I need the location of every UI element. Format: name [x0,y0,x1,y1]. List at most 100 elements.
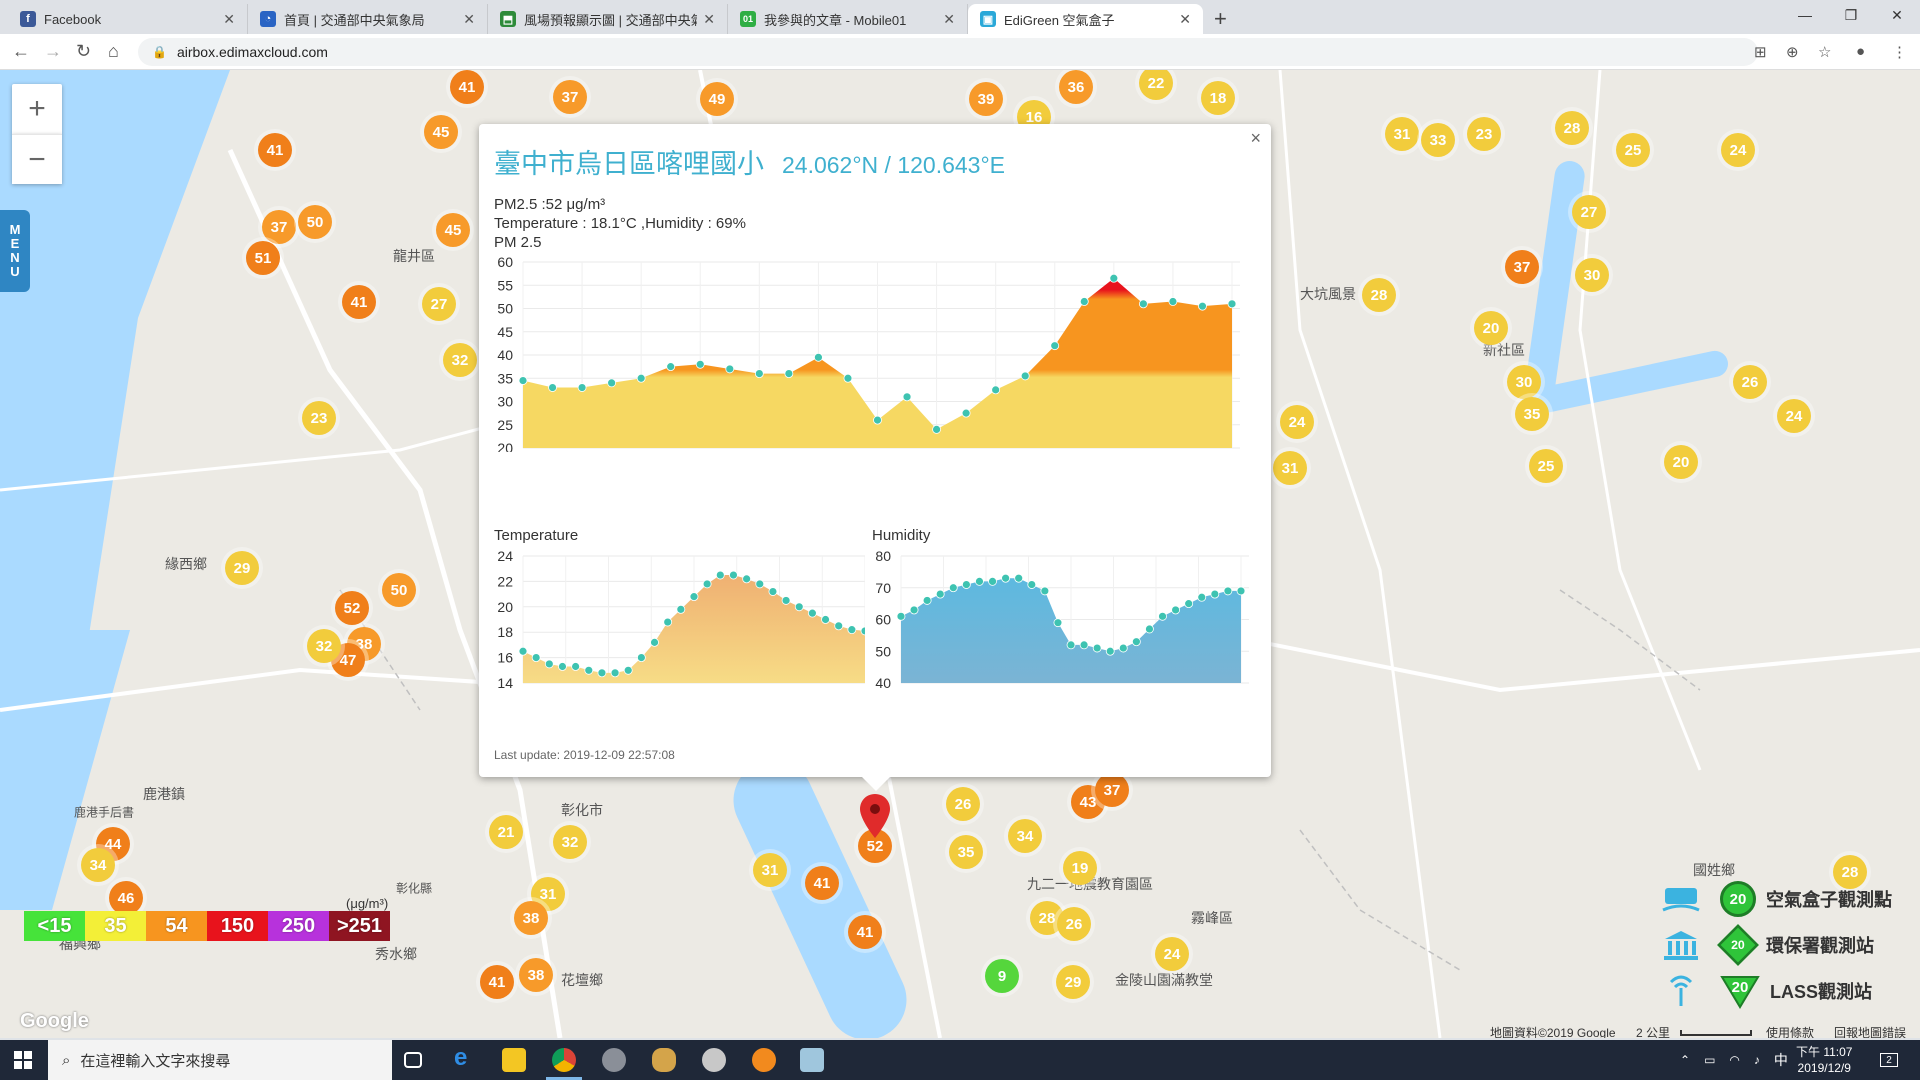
airbox-marker[interactable]: 20 [1664,445,1698,479]
forward-arrow-icon[interactable]: → [44,41,62,61]
airbox-marker[interactable]: 41 [805,866,839,900]
airbox-marker[interactable]: 41 [848,915,882,949]
zoom-icon[interactable]: ⊕ [1786,44,1799,61]
airbox-marker[interactable]: 27 [422,287,456,321]
airbox-marker[interactable]: 50 [298,205,332,239]
airbox-marker[interactable]: 37 [553,80,587,114]
chevron-up-icon[interactable]: ⌃ [1680,1053,1691,1067]
airbox-marker[interactable]: 29 [1056,965,1090,999]
airbox-marker[interactable]: 29 [225,551,259,585]
airbox-marker[interactable]: 34 [81,848,115,882]
airbox-marker[interactable]: 23 [302,401,336,435]
app-icon[interactable] [602,1048,626,1072]
minimize-button[interactable]: — [1798,7,1812,23]
airbox-marker[interactable]: 46 [109,881,143,915]
airbox-marker[interactable]: 23 [1467,117,1501,151]
airbox-marker[interactable]: 26 [1733,365,1767,399]
file-explorer-icon[interactable] [502,1048,526,1072]
map-scale[interactable]: 2 公里 [1636,1026,1671,1038]
close-popup-button[interactable]: × [1250,128,1261,148]
airbox-marker[interactable]: 25 [1529,449,1563,483]
clock[interactable]: 下午 11:07 2019/12/9 [1796,1040,1852,1080]
airbox-marker[interactable]: 37 [1095,773,1129,807]
translate-icon[interactable]: ⊞ [1754,44,1767,61]
new-tab-button[interactable]: + [1214,6,1227,31]
airbox-marker[interactable]: 41 [450,70,484,104]
selected-location-pin-icon[interactable] [860,794,890,838]
airbox-marker[interactable]: 41 [480,965,514,999]
airbox-marker[interactable]: 52 [335,591,369,625]
airbox-marker[interactable]: 30 [1575,258,1609,292]
airbox-marker[interactable]: 51 [246,241,280,275]
chrome-icon[interactable] [552,1048,576,1072]
app-icon[interactable] [752,1048,776,1072]
airbox-marker[interactable]: 38 [519,958,553,992]
notification-center-icon[interactable]: 2 [1880,1040,1898,1080]
windows-start-icon[interactable] [14,1051,32,1069]
airbox-marker[interactable]: 18 [1201,81,1235,115]
airbox-marker[interactable]: 25 [1616,133,1650,167]
app-icon[interactable] [702,1048,726,1072]
airbox-marker[interactable]: 26 [946,787,980,821]
airbox-marker[interactable]: 45 [424,115,458,149]
task-view-icon[interactable] [404,1052,422,1068]
tab-edigreen[interactable]: ▣ EdiGreen 空氣盒子 ✕ [968,4,1203,34]
airbox-marker[interactable]: 41 [258,133,292,167]
reload-icon[interactable]: ↻ [76,41,92,61]
airbox-marker[interactable]: 21 [489,815,523,849]
close-tab-icon[interactable]: ✕ [1179,10,1191,27]
airbox-marker[interactable]: 36 [1059,70,1093,104]
airbox-marker[interactable]: 44 [96,827,130,861]
airbox-marker[interactable]: 24 [1777,399,1811,433]
zoom-in-button[interactable]: + [12,84,62,134]
airbox-marker[interactable]: 50 [382,573,416,607]
airbox-marker[interactable]: 35 [949,835,983,869]
more-menu-icon[interactable]: ⋮ [1892,44,1907,61]
terms-link[interactable]: 使用條款 [1766,1026,1815,1038]
airbox-marker[interactable]: 39 [969,82,1003,116]
airbox-marker[interactable]: 27 [1572,195,1606,229]
close-window-button[interactable]: ✕ [1891,6,1903,23]
airbox-marker[interactable]: 19 [1063,851,1097,885]
airbox-marker[interactable]: 31 [1385,117,1419,151]
home-icon[interactable]: ⌂ [108,41,119,61]
taskbar-search[interactable]: ⌕ 在這裡輸入文字來搜尋 [48,1040,392,1080]
airbox-marker[interactable]: 32 [307,629,341,663]
tab-cwb-home[interactable]: ◔ 首頁 | 交通部中央氣象局 ✕ [248,4,488,34]
airbox-marker[interactable]: 38 [514,901,548,935]
airbox-marker[interactable]: 41 [342,285,376,319]
airbox-marker[interactable]: 28 [1555,111,1589,145]
airbox-marker[interactable]: 20 [1474,311,1508,345]
app-icon[interactable] [652,1048,676,1072]
restore-button[interactable]: ❐ [1844,6,1858,23]
airbox-marker[interactable]: 35 [1515,397,1549,431]
airbox-marker[interactable]: 32 [443,343,477,377]
close-tab-icon[interactable]: ✕ [223,10,235,27]
zoom-out-button[interactable]: − [12,134,62,184]
airbox-marker[interactable]: 31 [1273,451,1307,485]
address-bar[interactable]: 🔒 airbox.edimaxcloud.com [138,38,1758,66]
network-icon[interactable]: ◠ [1729,1053,1740,1067]
airbox-marker[interactable]: 30 [1507,365,1541,399]
tab-mobile01[interactable]: 01 我參與的文章 - Mobile01 ✕ [728,4,968,34]
bookmark-star-icon[interactable]: ☆ [1818,44,1832,61]
menu-button[interactable]: M E N U [0,210,30,292]
airbox-marker[interactable]: 37 [262,210,296,244]
airbox-marker[interactable]: 33 [1421,123,1455,157]
close-tab-icon[interactable]: ✕ [463,10,475,27]
airbox-marker[interactable]: 45 [436,213,470,247]
airbox-marker[interactable]: 31 [753,853,787,887]
close-tab-icon[interactable]: ✕ [943,10,955,27]
airbox-marker[interactable]: 24 [1155,937,1189,971]
airbox-marker[interactable]: 22 [1139,70,1173,100]
battery-icon[interactable]: ▭ [1704,1053,1716,1067]
tab-wind-forecast[interactable]: ⬒ 風場預報顯示圖 | 交通部中央氣象 ✕ [488,4,728,34]
profile-icon[interactable]: ● [1856,43,1866,60]
report-error-link[interactable]: 回報地圖錯誤 [1834,1026,1907,1038]
tab-facebook[interactable]: f Facebook ✕ [8,4,248,34]
airbox-marker[interactable]: 37 [1505,250,1539,284]
airbox-marker[interactable]: 49 [700,82,734,116]
map-canvas[interactable]: 龍井區 緣西鄉 鹿港鎮 鹿港手后書 福興鄉 秀水鄉 花壇鄉 彰化市 大坑風景 新… [0,70,1920,1038]
airbox-marker[interactable]: 28 [1362,278,1396,312]
edge-browser-icon[interactable]: e [454,1044,468,1071]
